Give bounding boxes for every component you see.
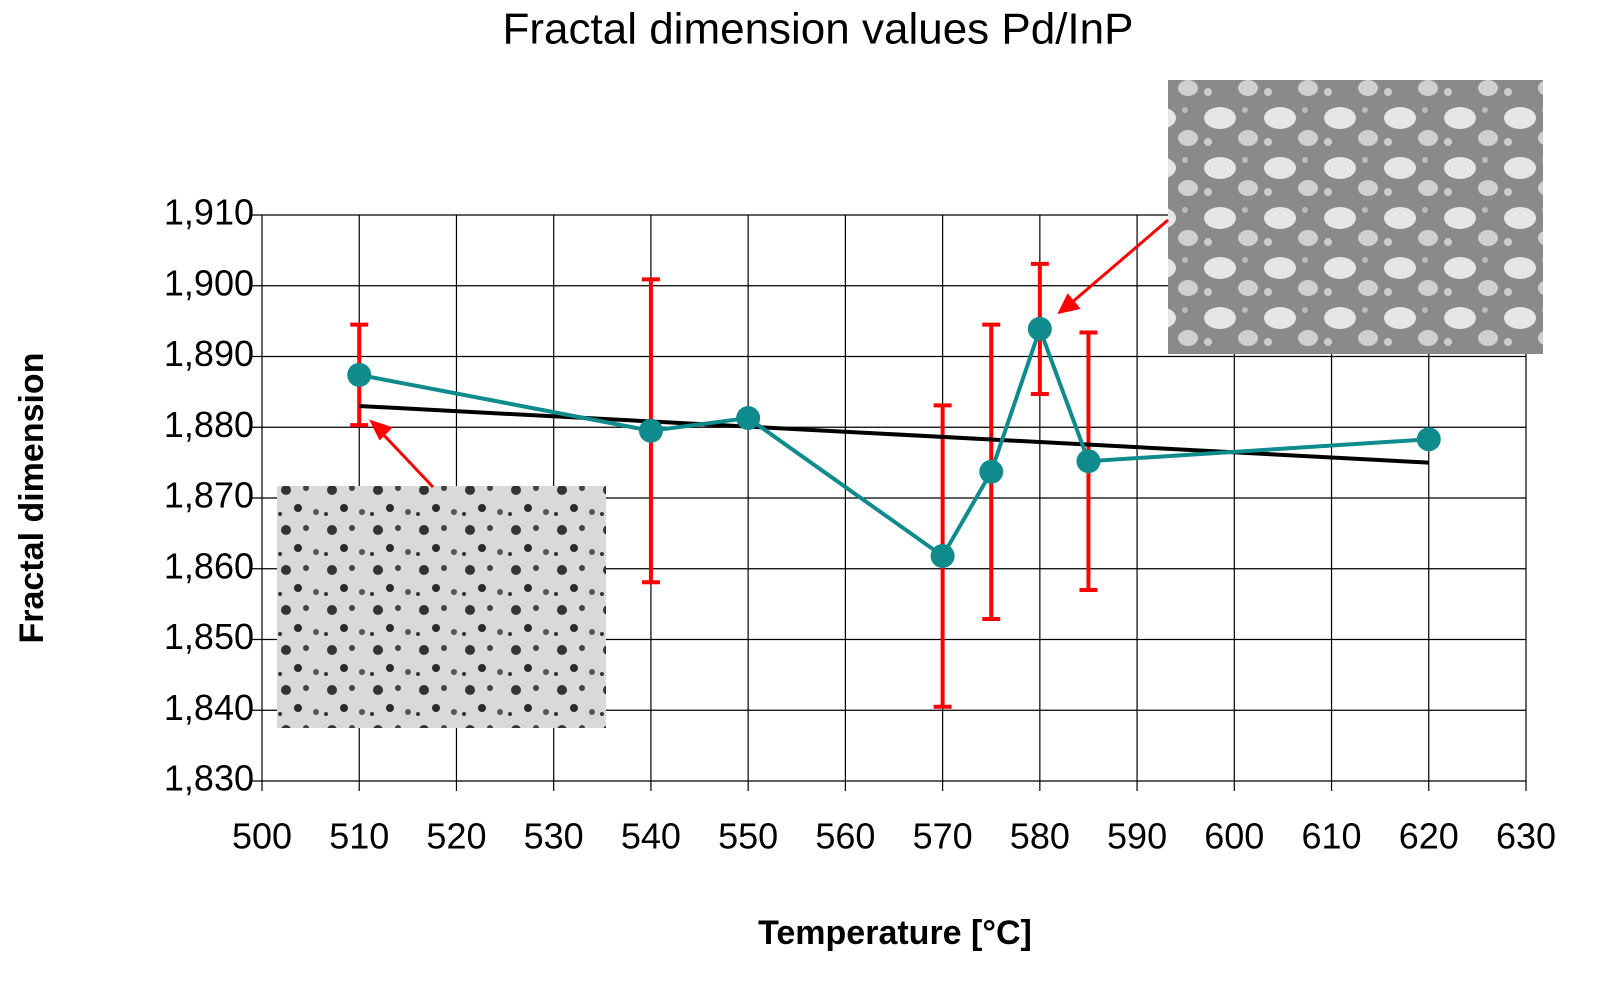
arrow-head — [369, 419, 393, 441]
x-axis-label: Temperature [°C] — [758, 914, 1032, 952]
trend-line — [359, 404, 1429, 465]
series-line — [358, 322, 1429, 559]
x-tick-label: 500 — [232, 816, 292, 857]
x-tick-label: 510 — [329, 816, 389, 857]
y-tick-label: 1,880 — [164, 404, 254, 445]
x-tick-label: 570 — [913, 816, 973, 857]
y-tick-label: 1,890 — [164, 333, 254, 374]
y-tick-label: 1,860 — [164, 545, 254, 586]
x-tick-label: 580 — [1010, 816, 1070, 857]
y-tick-label: 1,850 — [164, 616, 254, 657]
inset-image — [1168, 80, 1543, 354]
x-tick-label: 530 — [524, 816, 584, 857]
y-tick-label: 1,840 — [164, 687, 254, 728]
arrow-head — [1057, 293, 1081, 315]
x-tick-label: 560 — [815, 816, 875, 857]
y-tick-label: 1,910 — [164, 192, 254, 233]
inset-image — [277, 486, 606, 728]
y-axis-label: Fractal dimension — [13, 353, 51, 644]
x-tick-label: 630 — [1496, 816, 1556, 857]
data-point — [638, 418, 663, 443]
chart-title: Fractal dimension values Pd/InP — [503, 5, 1134, 54]
data-point — [736, 406, 761, 431]
marks — [347, 261, 1441, 709]
x-tick-label: 610 — [1301, 816, 1361, 857]
x-tick-label: 540 — [621, 816, 681, 857]
data-point — [930, 544, 955, 569]
data-point — [1416, 427, 1441, 452]
data-point — [347, 362, 372, 387]
arrow — [1069, 218, 1169, 306]
y-tick-label: 1,830 — [164, 758, 254, 799]
data-point — [979, 459, 1004, 484]
x-tick-label: 600 — [1204, 816, 1264, 857]
y-tick-label: 1,900 — [164, 262, 254, 303]
data-point — [1076, 449, 1101, 474]
x-tick-label: 550 — [718, 816, 778, 857]
data-point — [1027, 316, 1052, 341]
x-tick-label: 620 — [1399, 816, 1459, 857]
x-tick-label: 590 — [1107, 816, 1167, 857]
arrow — [378, 429, 435, 489]
x-tick-label: 520 — [426, 816, 486, 857]
y-tick-label: 1,870 — [164, 475, 254, 516]
arrows — [369, 218, 1169, 489]
